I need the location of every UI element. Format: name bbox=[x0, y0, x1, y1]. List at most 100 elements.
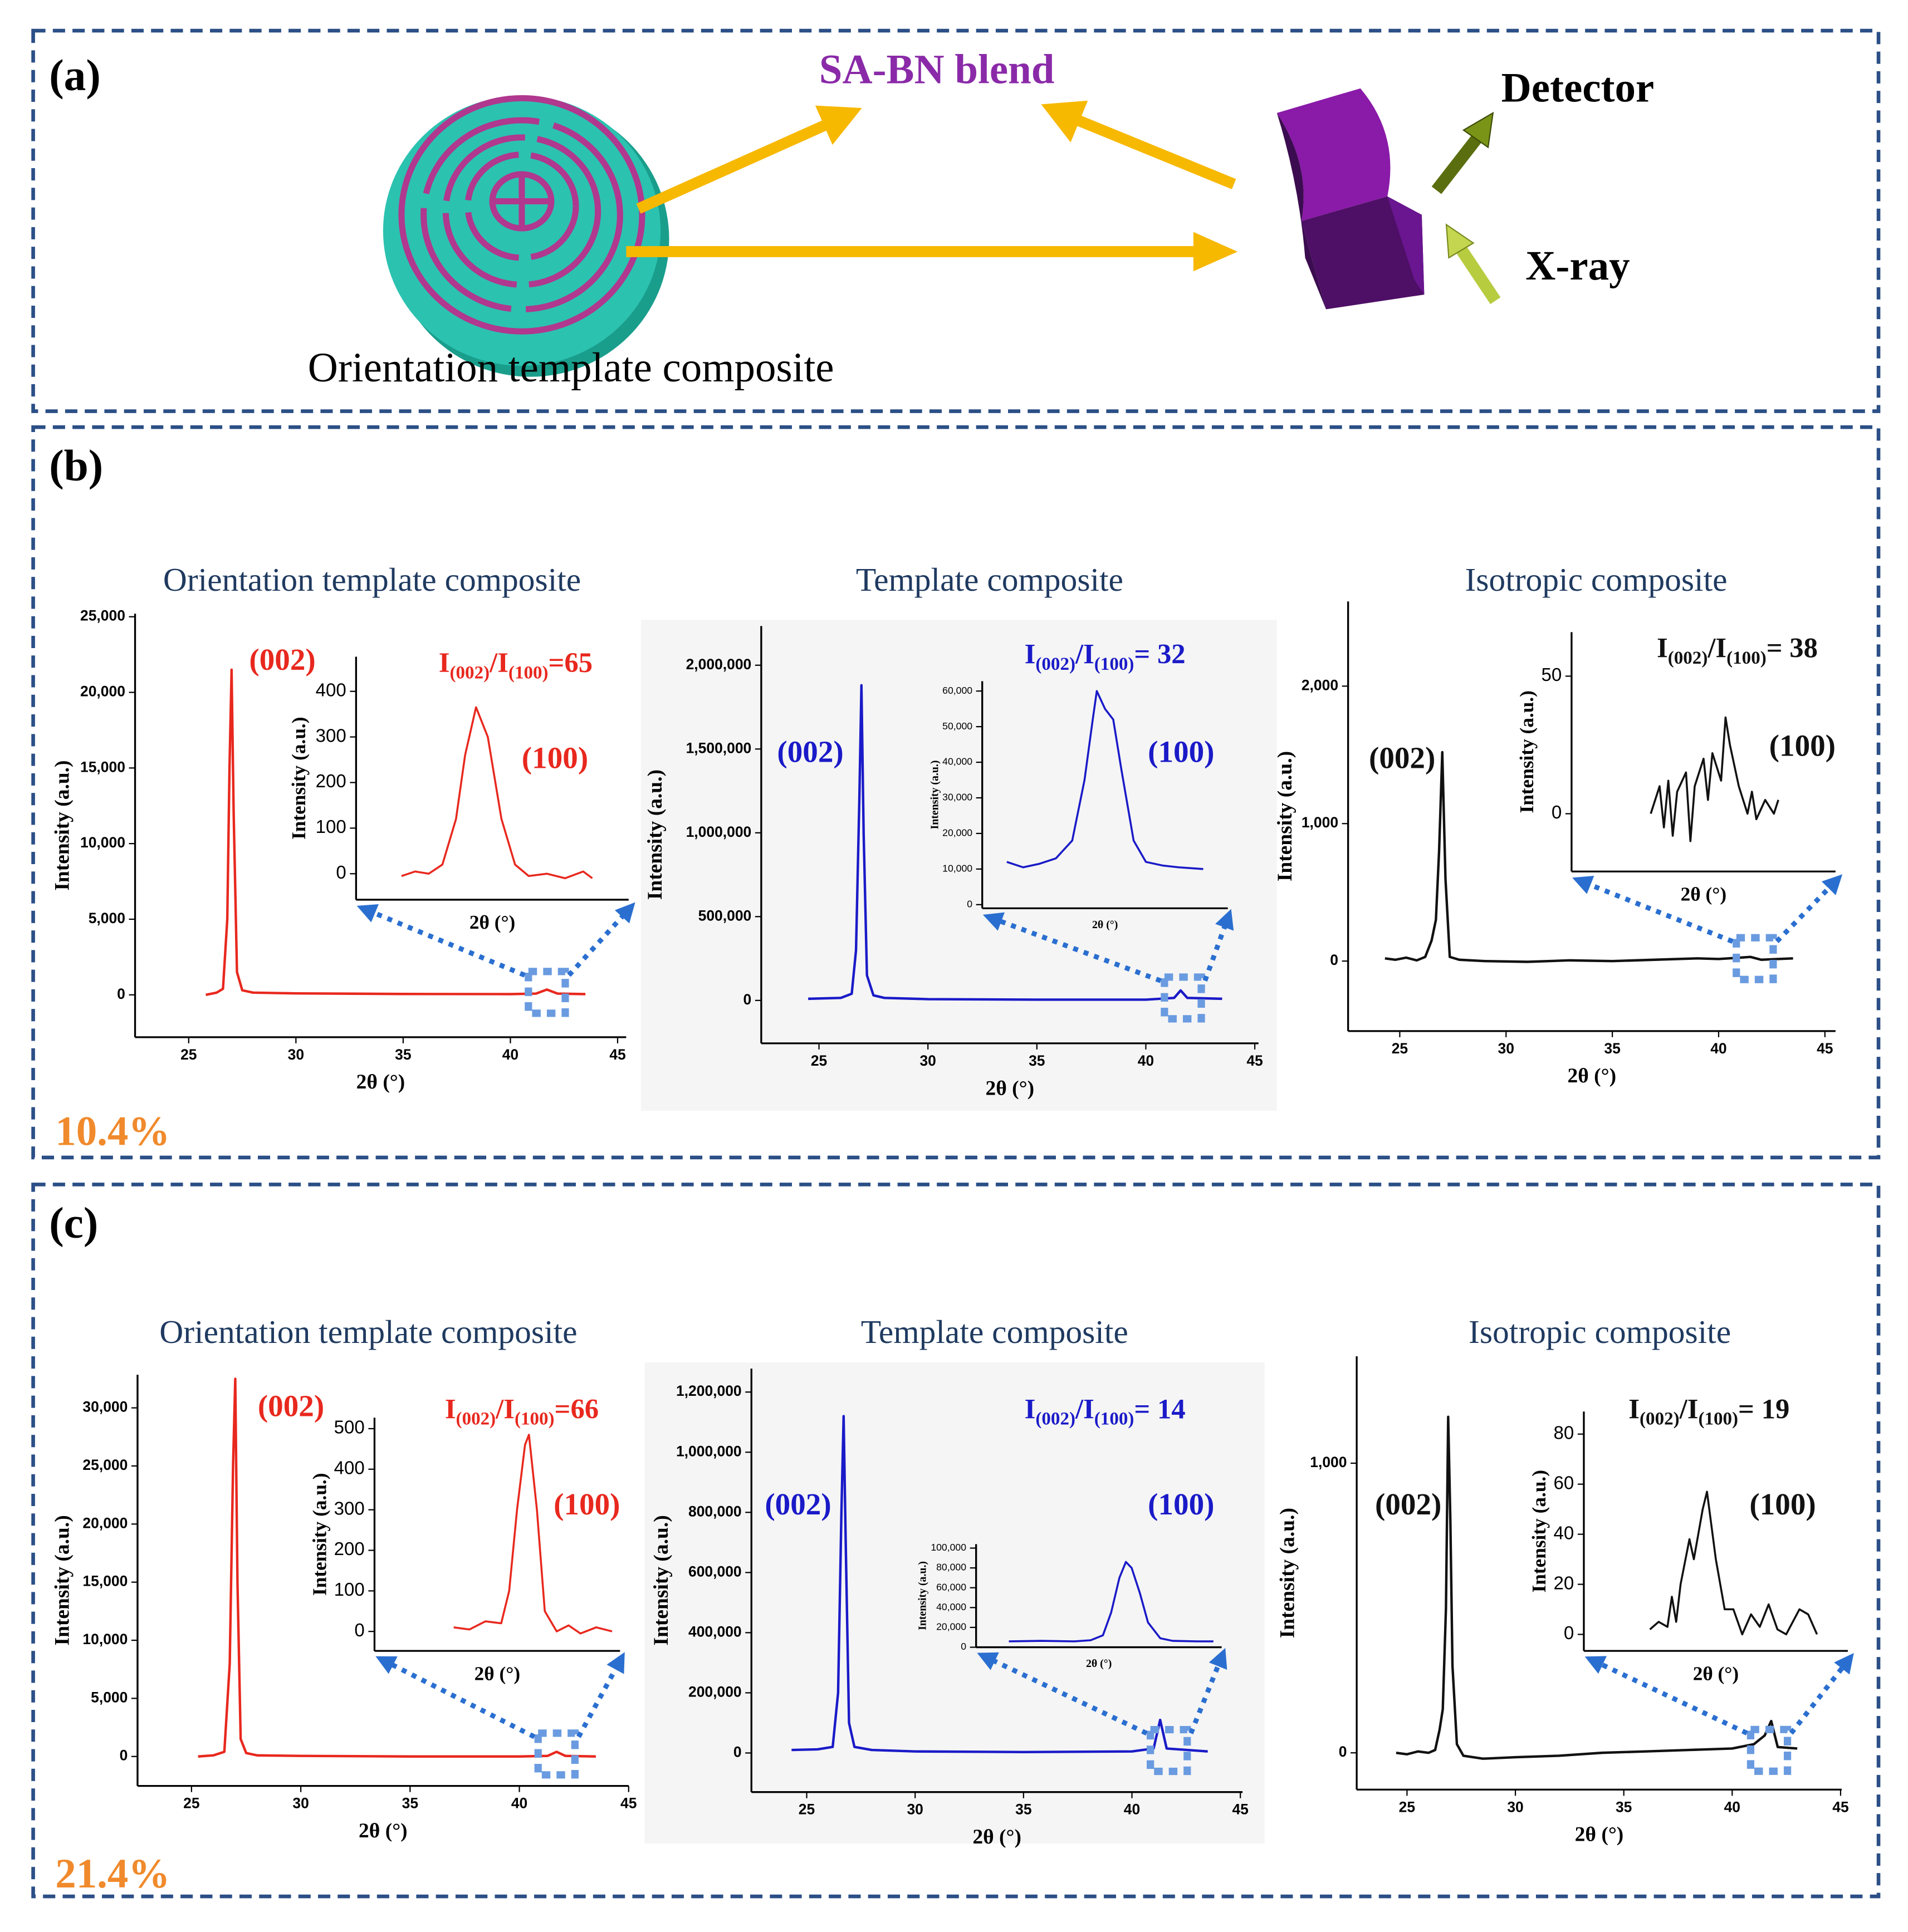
y-tick-label: 20,000 bbox=[936, 1621, 966, 1632]
x-axis-label: 2θ (°) bbox=[1092, 919, 1118, 931]
ratio-part: (100) bbox=[1094, 1409, 1134, 1429]
y-tick-label: 60,000 bbox=[936, 1581, 966, 1592]
y-tick-label: 500 bbox=[334, 1418, 365, 1438]
x-tick-label: 30 bbox=[919, 1052, 936, 1069]
x-tick-label: 30 bbox=[1498, 1040, 1514, 1057]
ratio-part: (100) bbox=[508, 663, 549, 683]
disk bbox=[383, 95, 669, 377]
zoom-arrow bbox=[567, 902, 635, 977]
zoom-box bbox=[534, 1729, 579, 1779]
y-tick-label: 25,000 bbox=[82, 1457, 128, 1473]
y-tick-label: 0 bbox=[961, 1641, 966, 1652]
image-background bbox=[640, 620, 1277, 1111]
x-axis-label: 2θ (°) bbox=[469, 911, 515, 933]
x-axis-label: 2θ (°) bbox=[474, 1663, 520, 1684]
data-line bbox=[1650, 716, 1779, 842]
y-tick-label: 0 bbox=[336, 862, 346, 883]
x-axis-label: 2θ (°) bbox=[1575, 1823, 1624, 1846]
x-tick-label: 35 bbox=[1015, 1801, 1031, 1818]
zoom-arrow bbox=[1775, 874, 1843, 943]
y-tick-label: 60 bbox=[1554, 1473, 1574, 1493]
ratio-part: (100) bbox=[1726, 648, 1767, 668]
y-axis-label: Intensity (a.u.) bbox=[650, 1515, 673, 1645]
y-tick-label: 0 bbox=[1564, 1623, 1574, 1644]
x-axis-label: 2θ (°) bbox=[1681, 883, 1726, 905]
panel-frames bbox=[31, 28, 1881, 1899]
y-tick-label: 1,000 bbox=[1302, 814, 1338, 831]
y-axis-label: Intensity (a.u.) bbox=[51, 1515, 74, 1645]
ratio-part: /I bbox=[1075, 638, 1094, 669]
x-tick-label: 45 bbox=[1832, 1798, 1848, 1815]
peak-label: (002) bbox=[1375, 1487, 1441, 1521]
ratio-part: (002) bbox=[1668, 648, 1708, 668]
y-tick-label: 10,000 bbox=[80, 834, 125, 851]
y-tick-label: 200,000 bbox=[688, 1683, 742, 1700]
y-axis-label: Intensity (a.u.) bbox=[928, 760, 941, 829]
y-tick-label: 2,000,000 bbox=[686, 656, 752, 673]
y-tick-label: 0 bbox=[354, 1620, 364, 1641]
x-tick-label: 35 bbox=[395, 1046, 411, 1063]
x-tick-label: 30 bbox=[907, 1801, 923, 1818]
x-tick-label: 30 bbox=[288, 1046, 304, 1063]
zoom-arrow bbox=[982, 912, 1162, 983]
peak-label: (100) bbox=[1749, 1487, 1816, 1521]
peak-label: (100) bbox=[554, 1487, 620, 1521]
y-tick-label: 40,000 bbox=[936, 1601, 966, 1612]
panel-label: (a) bbox=[49, 51, 101, 100]
y-tick-label: 30,000 bbox=[82, 1399, 128, 1415]
data-line bbox=[791, 1415, 1208, 1754]
y-tick-label: 5,000 bbox=[89, 910, 125, 926]
zoom-arrow bbox=[977, 1652, 1148, 1736]
xray-arrows bbox=[1431, 111, 1501, 305]
y-axis-label: Intensity (a.u.) bbox=[1516, 690, 1538, 813]
x-tick-label: 25 bbox=[799, 1801, 815, 1818]
image-background bbox=[644, 1362, 1265, 1844]
ratio-part: I bbox=[439, 647, 450, 678]
peak-label: (100) bbox=[1148, 734, 1214, 768]
y-tick-label: 1,000,000 bbox=[676, 1443, 742, 1459]
y-tick-label: 25,000 bbox=[80, 607, 125, 624]
data-line bbox=[1009, 1561, 1214, 1642]
ratio-part: = 32 bbox=[1134, 638, 1185, 669]
y-tick-label: 20,000 bbox=[82, 1514, 128, 1531]
x-tick-label: 25 bbox=[183, 1795, 199, 1812]
disk-pattern bbox=[398, 95, 645, 335]
zoom-box bbox=[525, 968, 569, 1017]
data-line bbox=[1006, 690, 1203, 870]
y-tick-label: 1,000 bbox=[1310, 1454, 1347, 1470]
ratio-part: /I bbox=[489, 647, 508, 678]
data-line bbox=[1384, 751, 1793, 963]
ratio-part: = 14 bbox=[1134, 1393, 1185, 1424]
y-tick-label: 20 bbox=[1554, 1573, 1574, 1593]
ratio-part: (002) bbox=[450, 663, 490, 683]
chart-title: Isotropic composite bbox=[1469, 1313, 1731, 1350]
x-tick-label: 30 bbox=[292, 1795, 309, 1812]
peak-label: (100) bbox=[1769, 728, 1836, 762]
panel-label: (c) bbox=[49, 1199, 98, 1248]
ratio-part: I bbox=[1025, 1393, 1036, 1424]
ratio-part: (002) bbox=[1640, 1409, 1680, 1429]
data-line bbox=[453, 1434, 613, 1635]
y-tick-label: 30,000 bbox=[942, 792, 972, 803]
x-tick-label: 40 bbox=[1724, 1798, 1740, 1815]
y-tick-label: 15,000 bbox=[80, 758, 125, 775]
peak-label: (100) bbox=[1148, 1487, 1214, 1521]
x-axis-label: 2θ (°) bbox=[1567, 1065, 1616, 1087]
ratio-label: I(002)/I(100)= 38 bbox=[1657, 632, 1818, 668]
ratio-part: /I bbox=[1075, 1393, 1094, 1424]
x-tick-label: 40 bbox=[1138, 1052, 1154, 1069]
y-tick-label: 400 bbox=[316, 680, 346, 700]
y-tick-label: 0 bbox=[1552, 802, 1562, 823]
y-tick-label: 1,500,000 bbox=[686, 739, 752, 756]
y-tick-label: 0 bbox=[967, 898, 972, 909]
zoom-arrow bbox=[1789, 1653, 1854, 1735]
zoom-box bbox=[1733, 934, 1777, 983]
ratio-part: /I bbox=[495, 1393, 515, 1424]
ratio-part: /I bbox=[1707, 632, 1726, 663]
y-tick-label: 300 bbox=[334, 1498, 365, 1519]
ratio-part: (100) bbox=[1094, 654, 1134, 674]
y-tick-label: 0 bbox=[733, 1743, 742, 1760]
x-tick-label: 35 bbox=[1029, 1052, 1045, 1069]
